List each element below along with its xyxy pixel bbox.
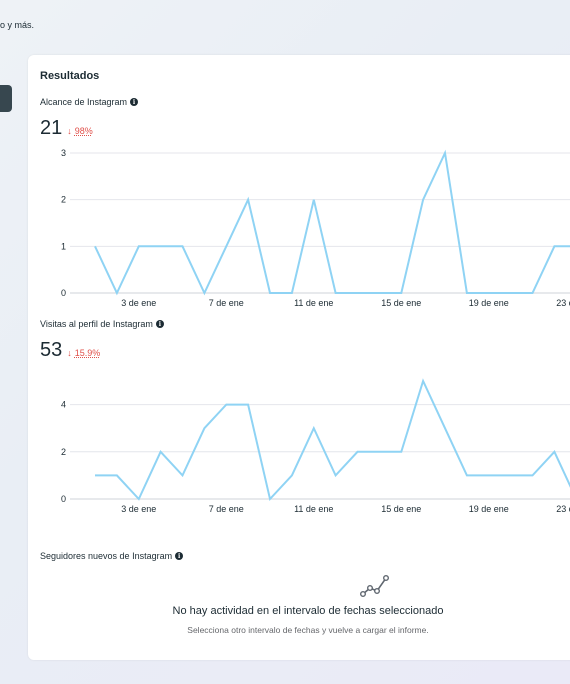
followers-label: Seguidores nuevos de Instagram	[40, 551, 173, 561]
y-tick-label: 0	[61, 494, 66, 504]
visits-chart: 0 2 4 3 de ene 7 de ene 11 de ene 15 de ene 19 …	[61, 378, 570, 514]
y-tick-label: 2	[61, 447, 66, 457]
x-tick-label: 15 de ene	[381, 298, 421, 308]
y-tick-label: 1	[61, 241, 66, 251]
reach-chart: 0 1 2 3 3 de ene 7 de ene 11 de ene 15 de ene 19…	[61, 148, 570, 308]
series-line	[95, 378, 570, 502]
x-tick-label: 19 de ene	[469, 504, 509, 514]
visits-label: Visitas al perfil de Instagram	[40, 319, 153, 329]
x-tick-label: 23 de ene	[556, 504, 570, 514]
arrow-down-icon: ↓	[67, 348, 72, 358]
side-button[interactable]	[0, 85, 12, 112]
reach-change-percent: 98%	[74, 126, 93, 136]
y-tick-label: 2	[61, 195, 66, 205]
line-chart-icon	[360, 574, 390, 598]
intro-text: o y más.	[0, 20, 35, 30]
results-title: Resultados	[40, 70, 100, 82]
reach-metric: 21 ↓ 98%	[40, 117, 93, 140]
reach-label: Alcance de Instagram	[40, 97, 128, 107]
results-card: Resultados Alcance de Instagram i 21 ↓ 9…	[28, 55, 570, 660]
visits-change-percent: 15.9%	[74, 348, 101, 358]
x-tick-label: 23 de ene	[556, 298, 570, 308]
visits-value: 53	[40, 339, 63, 361]
arrow-down-icon: ↓	[67, 126, 72, 136]
x-tick-label: 11 de ene	[294, 504, 333, 514]
x-tick-label: 3 de ene	[121, 504, 156, 514]
followers-label-row: Seguidores nuevos de Instagram i	[40, 551, 184, 561]
visits-change: ↓ 15.9%	[67, 348, 100, 358]
x-tick-label: 19 de ene	[469, 298, 509, 308]
series-line	[94, 149, 570, 296]
reach-change: ↓ 98%	[67, 126, 93, 136]
x-tick-label: 7 de ene	[209, 298, 244, 308]
reach-label-row: Alcance de Instagram i	[40, 97, 139, 107]
visits-metric: 53 ↓ 15.9%	[40, 339, 100, 362]
x-tick-label: 7 de ene	[209, 504, 244, 514]
y-tick-label: 0	[61, 288, 66, 298]
x-tick-label: 3 de ene	[121, 298, 156, 308]
info-icon[interactable]: i	[155, 320, 164, 328]
x-tick-label: 15 de ene	[381, 504, 421, 514]
empty-state-subtitle: Selecciona otro intervalo de fechas y vu…	[187, 625, 429, 635]
x-tick-label: 11 de ene	[294, 298, 333, 308]
empty-state-title: No hay actividad en el intervalo de fech…	[172, 605, 444, 617]
y-tick-label: 4	[61, 400, 66, 410]
info-icon[interactable]: i	[130, 98, 139, 106]
visits-label-row: Visitas al perfil de Instagram i	[40, 319, 164, 329]
reach-value: 21	[40, 117, 63, 139]
info-icon[interactable]: i	[175, 552, 184, 560]
y-tick-label: 3	[61, 148, 66, 158]
